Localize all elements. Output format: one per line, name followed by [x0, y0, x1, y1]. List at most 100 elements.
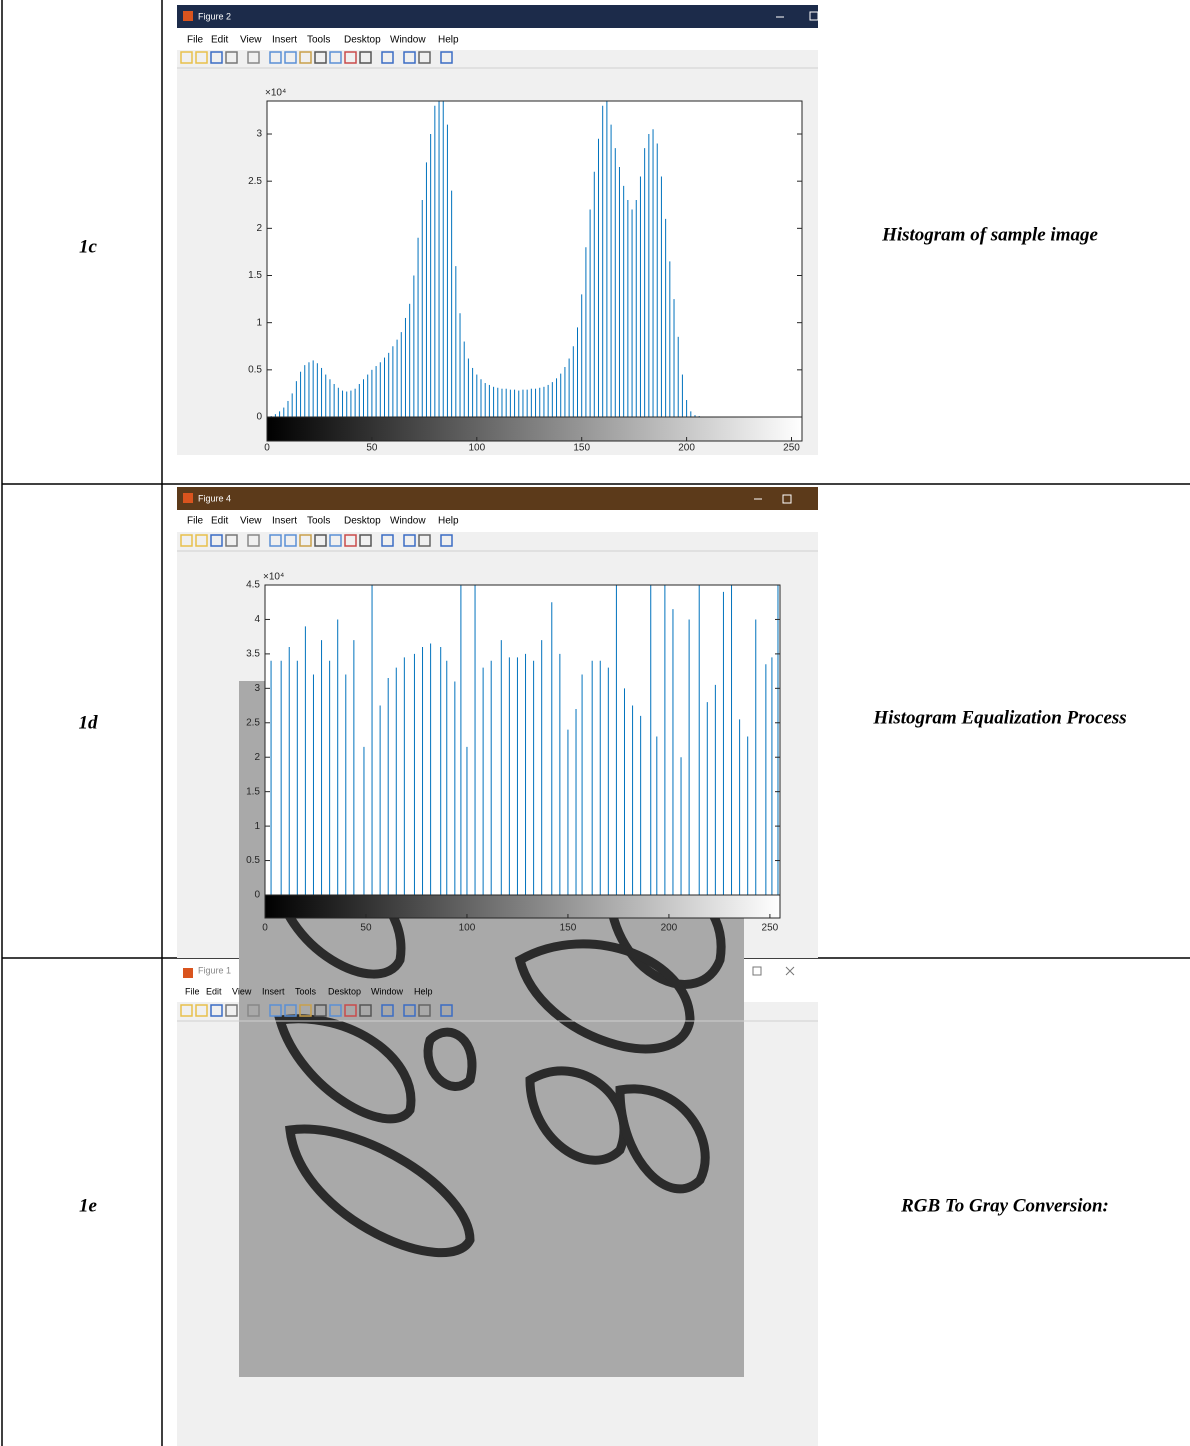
toolbar-icon [284, 534, 297, 547]
x-tick-label: 0 [262, 923, 268, 934]
toolbar-icon [180, 51, 193, 64]
y-tick-label: 0 [256, 412, 262, 423]
toolbar-icon [210, 1004, 223, 1017]
menu-item: Window [390, 516, 426, 527]
x-tick-label: 50 [360, 923, 372, 934]
title-bar [177, 487, 818, 510]
row-description: Histogram Equalization Process [872, 707, 1126, 728]
row-label: 1d [79, 712, 99, 733]
y-tick-label: 2 [256, 223, 262, 234]
toolbar-icon [329, 51, 342, 64]
menu-item: Edit [206, 986, 222, 996]
toolbar-icon [344, 51, 357, 64]
x-tick-label: 50 [366, 443, 378, 454]
y-exponent: ×10⁴ [263, 572, 284, 583]
y-tick-label: 3.5 [246, 649, 260, 660]
toolbar-icon [403, 1004, 416, 1017]
toolbar-icon [418, 534, 431, 547]
menu-item: Desktop [328, 986, 361, 996]
x-tick-label: 250 [783, 443, 800, 454]
app-icon [183, 968, 193, 978]
menu-item: Window [390, 35, 426, 46]
app-icon [183, 493, 193, 503]
window-title: Figure 1 [198, 965, 231, 975]
menu-item: Insert [272, 516, 297, 527]
menu-item: View [240, 516, 262, 527]
toolbar-icon [195, 1004, 208, 1017]
menu-bar [177, 510, 818, 532]
toolbar-icon [329, 1004, 342, 1017]
row-label: 1e [79, 1195, 98, 1216]
toolbar-icon [440, 534, 453, 547]
y-tick-label: 1 [256, 317, 262, 328]
x-tick-label: 100 [459, 923, 476, 934]
stem-group [270, 585, 779, 895]
x-tick-label: 200 [678, 443, 695, 454]
toolbar-icon [195, 51, 208, 64]
toolbar-icon [381, 534, 394, 547]
toolbar-icon [299, 51, 312, 64]
toolbar-icon [225, 534, 238, 547]
toolbar-icon [314, 1004, 327, 1017]
window-title: Figure 2 [198, 11, 231, 21]
menu-item: Edit [211, 516, 228, 527]
y-tick-label: 3 [256, 129, 262, 140]
toolbar-icon [329, 534, 342, 547]
window-title: Figure 4 [198, 493, 231, 503]
toolbar-icon [344, 534, 357, 547]
menu-item: Tools [295, 986, 317, 996]
toolbar-icon [418, 1004, 431, 1017]
menu-item: Desktop [344, 35, 381, 46]
toolbar-icon [359, 1004, 372, 1017]
menu-bar [177, 28, 818, 50]
y-tick-label: 1.5 [246, 786, 260, 797]
y-tick-label: 0 [254, 890, 260, 901]
toolbar-icon [359, 51, 372, 64]
colorbar [266, 416, 803, 442]
toolbar-icon [440, 51, 453, 64]
toolbar-icon [247, 51, 260, 64]
x-tick-label: 250 [762, 923, 779, 934]
toolbar-icon [284, 1004, 297, 1017]
toolbar-icon [284, 51, 297, 64]
menu-item: Help [438, 35, 459, 46]
toolbar-icon [210, 534, 223, 547]
colorbar [264, 894, 781, 919]
y-tick-label: 2 [254, 752, 260, 763]
menu-item: Edit [211, 35, 228, 46]
toolbar-icon [314, 51, 327, 64]
x-tick-label: 200 [661, 923, 678, 934]
toolbar-icon [210, 51, 223, 64]
y-tick-label: 2.5 [246, 717, 260, 728]
y-tick-label: 1 [254, 821, 260, 832]
menu-item: Tools [307, 35, 330, 46]
toolbar-icon [359, 534, 372, 547]
plot-area [267, 101, 802, 417]
toolbar-icon [269, 51, 282, 64]
y-exponent: ×10⁴ [265, 88, 286, 99]
toolbar-icon [403, 534, 416, 547]
menu-item: Insert [262, 986, 285, 996]
toolbar-icon [381, 1004, 394, 1017]
toolbar-icon [403, 51, 416, 64]
toolbar-icon [180, 534, 193, 547]
toolbar-icon [269, 1004, 282, 1017]
toolbar-icon [269, 534, 282, 547]
toolbar-icon [247, 534, 260, 547]
title-bar [177, 5, 818, 28]
menu-item: Help [414, 986, 433, 996]
x-tick-label: 150 [560, 923, 577, 934]
y-tick-label: 0.5 [246, 855, 260, 866]
menu-item: File [187, 35, 204, 46]
toolbar-icon [299, 534, 312, 547]
toolbar-icon [299, 1004, 312, 1017]
menu-item: View [240, 35, 262, 46]
menu-item: Window [371, 986, 404, 996]
toolbar-icon [180, 1004, 193, 1017]
toolbar-icon [314, 534, 327, 547]
toolbar-icon [225, 1004, 238, 1017]
y-tick-label: 2.5 [248, 176, 262, 187]
toolbar-icon [381, 51, 394, 64]
menu-item: File [187, 516, 204, 527]
